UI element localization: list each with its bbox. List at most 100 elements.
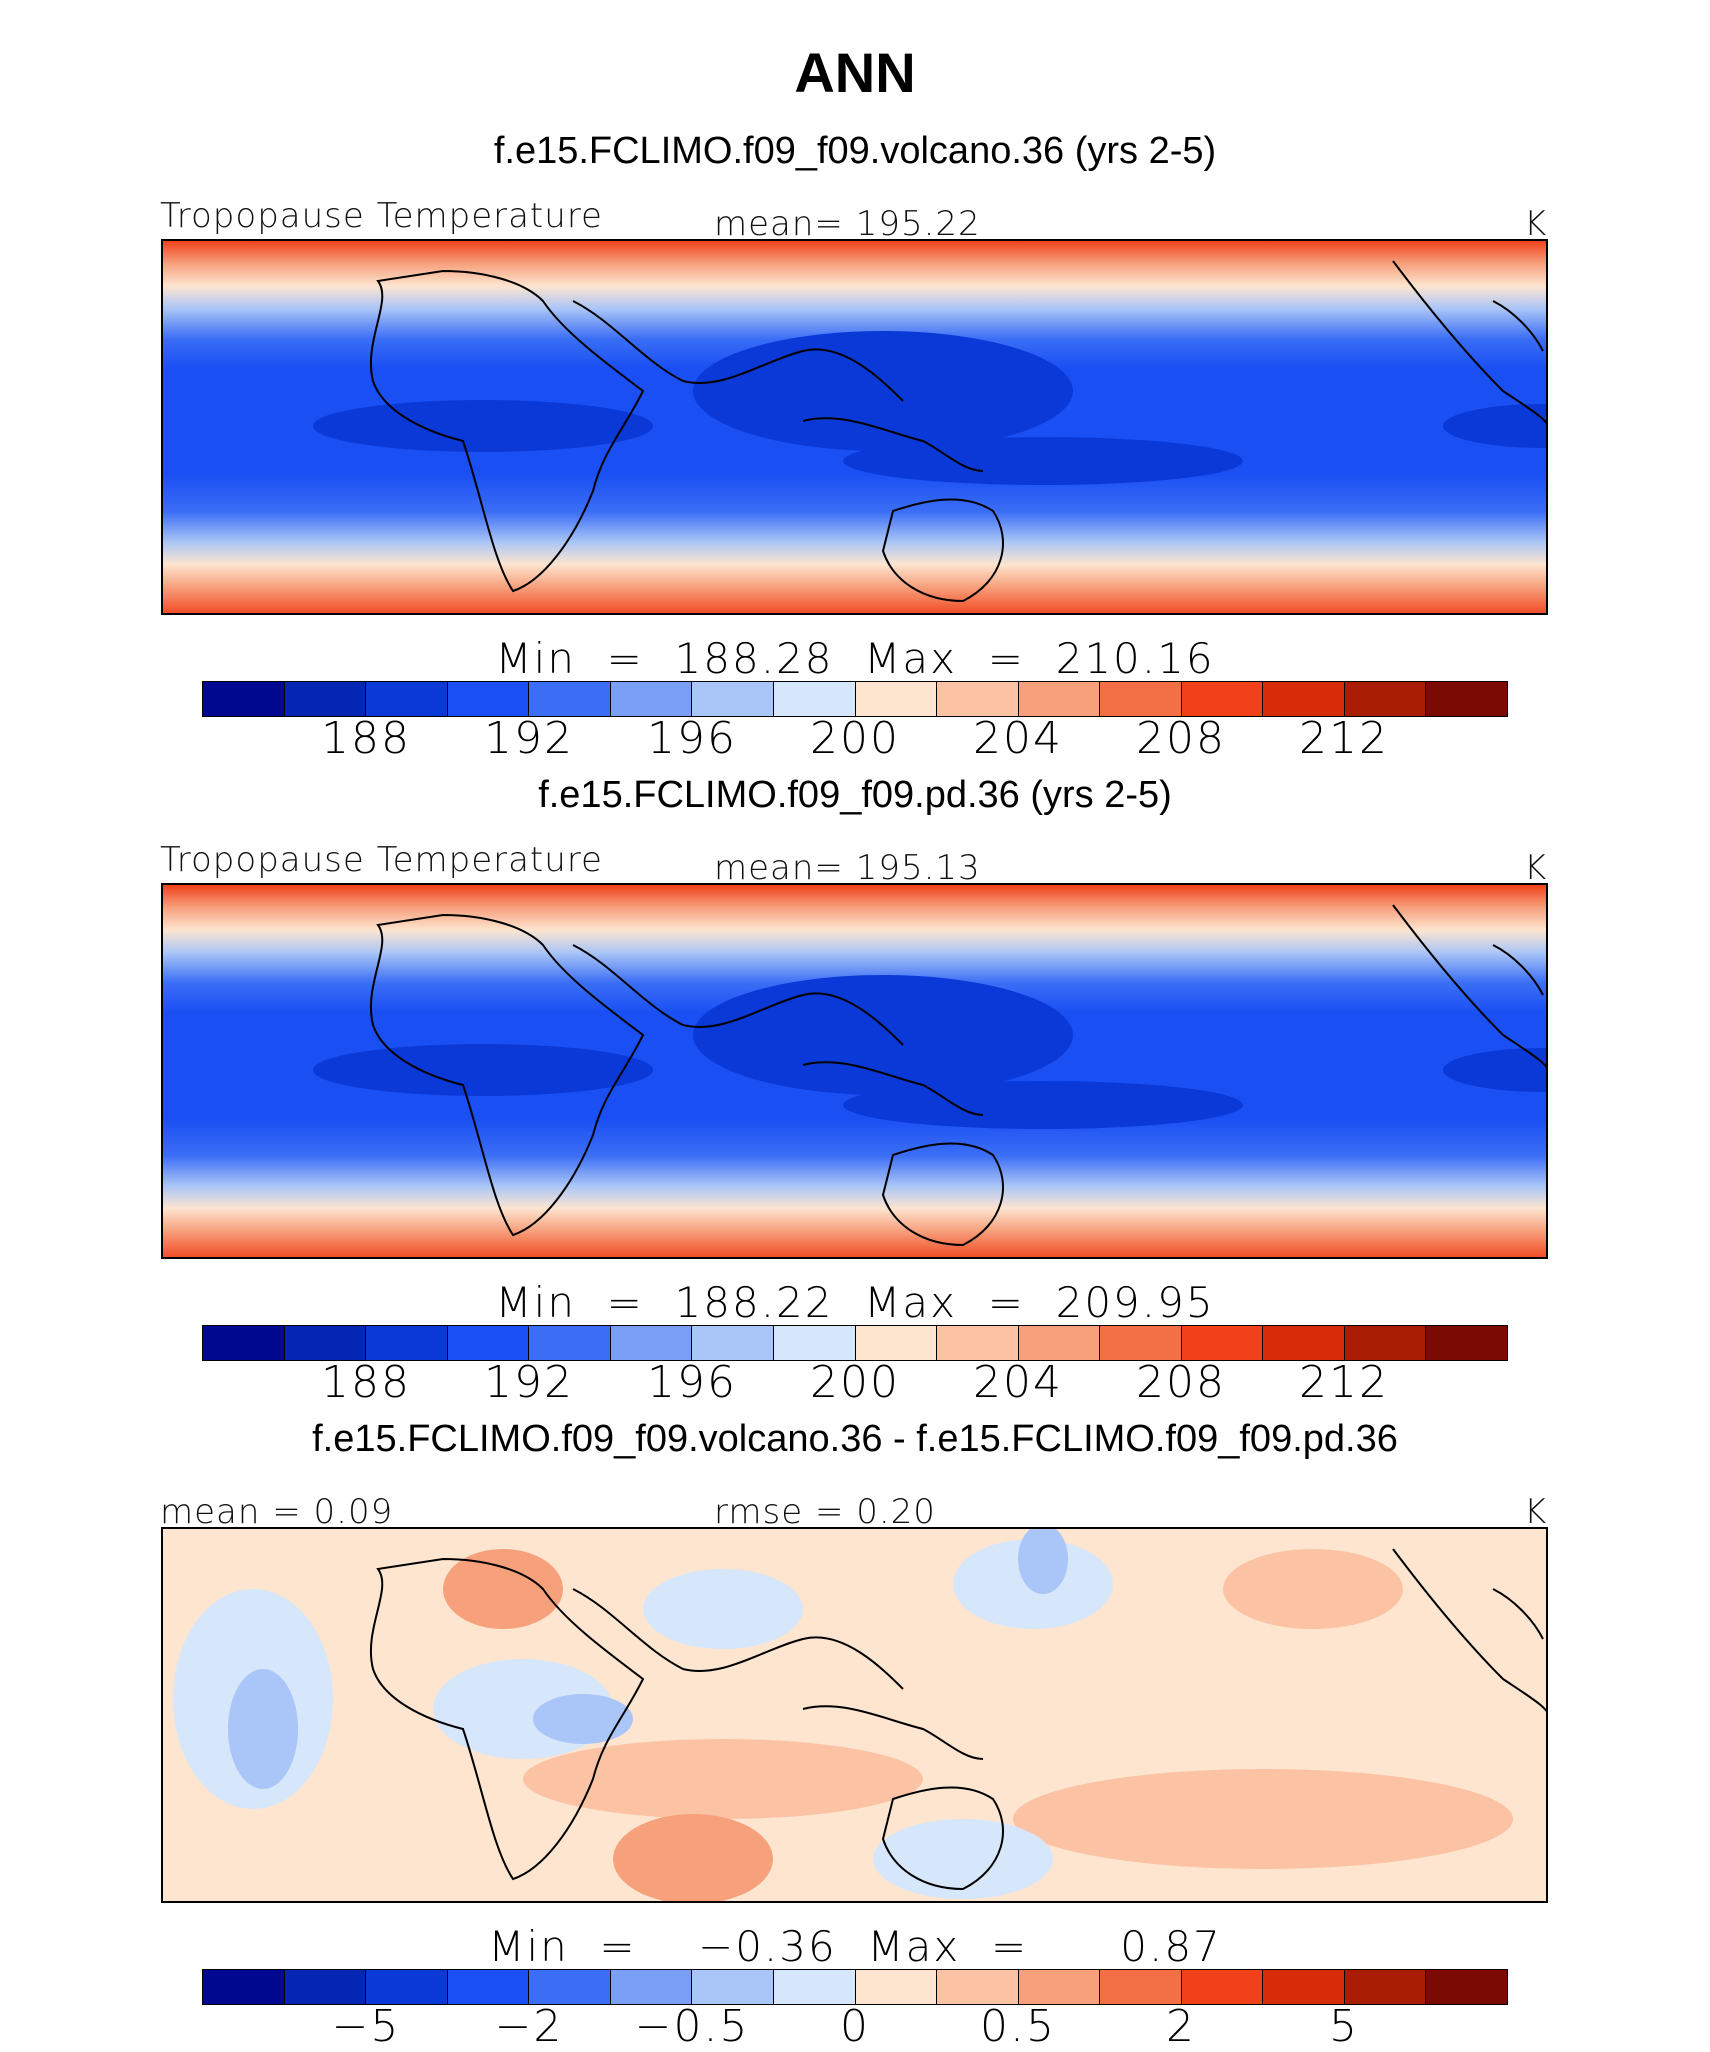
colorbar-swatch [1181,682,1264,716]
panel3-anomaly-pacific-north-core [1018,1529,1068,1594]
panel3-mean-label: mean = 0.09 [160,1492,394,1532]
panel1-cold-core-pacific [843,437,1243,485]
colorbar-swatch [203,1970,285,2004]
panel1-coastlines [370,260,1546,603]
panel2-tick: 196 [647,1357,737,1408]
panel1-colorbar [202,681,1508,717]
panel1-cold-core-asia [693,331,1073,451]
colorbar-swatch [773,1326,856,1360]
panel3-anomaly-south-pacific [1013,1769,1513,1869]
colorbar-swatch [1426,1326,1507,1360]
colorbar-swatch [366,682,448,716]
panel1-subtitle: f.e15.FCLIMO.f09_f09.volcano.36 (yrs 2-5… [493,130,1217,172]
colorbar-swatch [284,1970,367,2004]
colorbar-swatch [773,682,856,716]
colorbar-swatch [366,1970,448,2004]
figure-title: ANN [794,41,916,104]
colorbar-swatch [284,682,367,716]
colorbar-swatch [692,1970,774,2004]
panel3-anomaly-australia [873,1819,1053,1899]
panel1-tick: 200 [810,713,900,764]
colorbar-swatch [447,1326,530,1360]
colorbar-swatch [284,1326,367,1360]
panel3-tick: 5 [1329,2001,1359,2052]
panel3-units-label: K [1524,1492,1548,1532]
panel2-cold-core-africa [313,1044,653,1096]
colorbar-swatch [1426,1970,1507,2004]
colorbar-swatch [447,682,530,716]
colorbar-swatch [610,1970,693,2004]
panel1-mean-label: mean= 195.22 [714,204,981,244]
colorbar-swatch [1100,682,1182,716]
panel3-tick: −2 [494,2001,564,2052]
colorbar-swatch [855,682,938,716]
colorbar-swatch [1018,682,1101,716]
panel3-colorbar [202,1969,1508,2005]
panel1-tick: 196 [647,713,737,764]
colorbar-swatch [366,1326,448,1360]
panel1-minmax: Min = 188.28 Max = 210.16 [495,634,1215,683]
panel2-tick: 204 [973,1357,1063,1408]
panel3-tick: 0 [840,2001,870,2052]
panel1-cold-core-americas [1443,404,1546,448]
panel1-tick: 188 [321,713,411,764]
panel2-coastlines [370,904,1546,1247]
panel3-tick: 0.5 [980,2001,1056,2052]
panel2-tick: 212 [1299,1357,1389,1408]
colorbar-swatch [1100,1970,1182,2004]
colorbar-swatch [855,1326,938,1360]
panel3-minmax: Min = −0.36 Max = 0.87 [488,1922,1222,1971]
colorbar-swatch [203,1326,285,1360]
colorbar-swatch [1018,1970,1101,2004]
panel3-rmse-label: rmse = 0.20 [714,1492,936,1532]
colorbar-swatch [855,1970,938,2004]
panel1-tick: 208 [1136,713,1226,764]
colorbar-swatch [610,1326,693,1360]
panel2-tick: 200 [810,1357,900,1408]
colorbar-swatch [1426,682,1507,716]
panel3-anomaly-south-indian [523,1739,923,1819]
panel3-coastlines [370,1548,1546,1891]
colorbar-swatch [1263,682,1345,716]
colorbar-swatch [447,1970,530,2004]
colorbar-swatch [203,682,285,716]
panel2-colorbar [202,1325,1508,1361]
colorbar-swatch [692,1326,774,1360]
colorbar-swatch [1263,1970,1345,2004]
colorbar-swatch [1263,1326,1345,1360]
colorbar-swatch [937,682,1019,716]
colorbar-swatch [1344,1970,1427,2004]
colorbar-swatch [937,1326,1019,1360]
panel1-tick: 192 [484,713,574,764]
panel2-tick: 192 [484,1357,574,1408]
panel2-cold-core-asia [693,975,1073,1095]
panel3-subtitle: f.e15.FCLIMO.f09_f09.volcano.36 - f.e15.… [312,1418,1398,1460]
colorbar-swatch [1181,1970,1264,2004]
panel2-units-label: K [1524,848,1548,888]
panel3-anomaly-west-core [228,1669,298,1789]
colorbar-swatch [529,1970,611,2004]
panel2-cold-core-americas [1443,1048,1546,1092]
panel2-subtitle: f.e15.FCLIMO.f09_f09.pd.36 (yrs 2-5) [538,774,1172,816]
colorbar-swatch [1100,1326,1182,1360]
panel3-tick: −5 [331,2001,401,2052]
panel2-tick: 208 [1136,1357,1226,1408]
panel3-anomaly-arabia [643,1569,803,1649]
colorbar-swatch [1181,1326,1264,1360]
colorbar-swatch [610,682,693,716]
colorbar-swatch [1344,682,1427,716]
panel1-map [161,239,1548,615]
panel2-minmax: Min = 188.22 Max = 209.95 [495,1278,1215,1327]
panel2-tick: 188 [321,1357,411,1408]
panel3-tick: 2 [1166,2001,1196,2052]
panel3-anomaly-east-pacific [1223,1549,1403,1629]
panel2-cold-core-pacific [843,1081,1243,1129]
panel2-map [161,883,1548,1259]
panel2-mean-label: mean= 195.13 [714,848,981,888]
panel3-anomaly-africa-core [533,1694,633,1744]
panel3-map [161,1527,1548,1903]
colorbar-swatch [1018,1326,1101,1360]
panel1-cold-core-africa [313,400,653,452]
panel3-anomaly-north-africa [443,1549,563,1629]
colorbar-swatch [937,1970,1019,2004]
